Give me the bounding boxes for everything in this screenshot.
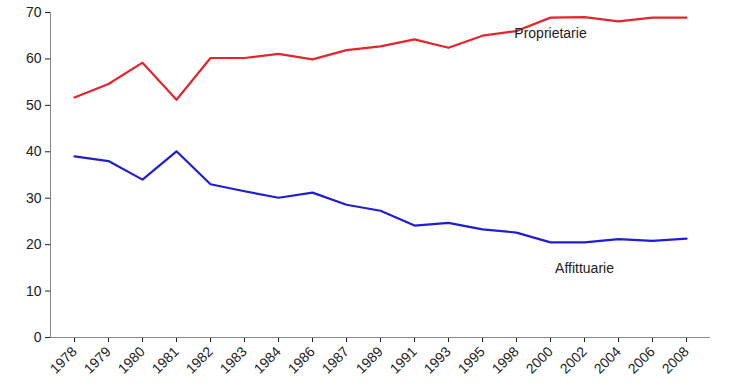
svg-text:1982: 1982	[182, 343, 215, 376]
svg-text:30: 30	[26, 190, 42, 206]
svg-text:40: 40	[26, 143, 42, 159]
svg-text:1993: 1993	[420, 343, 453, 376]
svg-text:1987: 1987	[318, 343, 351, 376]
svg-text:1989: 1989	[352, 343, 385, 376]
svg-text:2004: 2004	[590, 343, 623, 376]
svg-text:2000: 2000	[522, 343, 555, 376]
svg-text:1979: 1979	[80, 343, 113, 376]
svg-text:1991: 1991	[386, 343, 419, 376]
svg-text:1983: 1983	[216, 343, 249, 376]
svg-text:1980: 1980	[114, 343, 147, 376]
svg-text:70: 70	[26, 4, 42, 20]
svg-text:2008: 2008	[658, 343, 691, 376]
svg-text:10: 10	[26, 283, 42, 299]
svg-text:Affittuarie: Affittuarie	[555, 260, 614, 276]
svg-text:0: 0	[34, 329, 42, 345]
svg-text:1984: 1984	[250, 343, 283, 376]
svg-text:1998: 1998	[488, 343, 521, 376]
svg-text:Proprietarie: Proprietarie	[514, 25, 587, 41]
svg-text:2002: 2002	[556, 343, 589, 376]
svg-text:1986: 1986	[284, 343, 317, 376]
svg-text:1981: 1981	[148, 343, 181, 376]
svg-text:20: 20	[26, 236, 42, 252]
svg-text:60: 60	[26, 50, 42, 66]
svg-text:2006: 2006	[624, 343, 657, 376]
svg-text:50: 50	[26, 97, 42, 113]
svg-text:1978: 1978	[46, 343, 79, 376]
svg-text:1995: 1995	[454, 343, 487, 376]
